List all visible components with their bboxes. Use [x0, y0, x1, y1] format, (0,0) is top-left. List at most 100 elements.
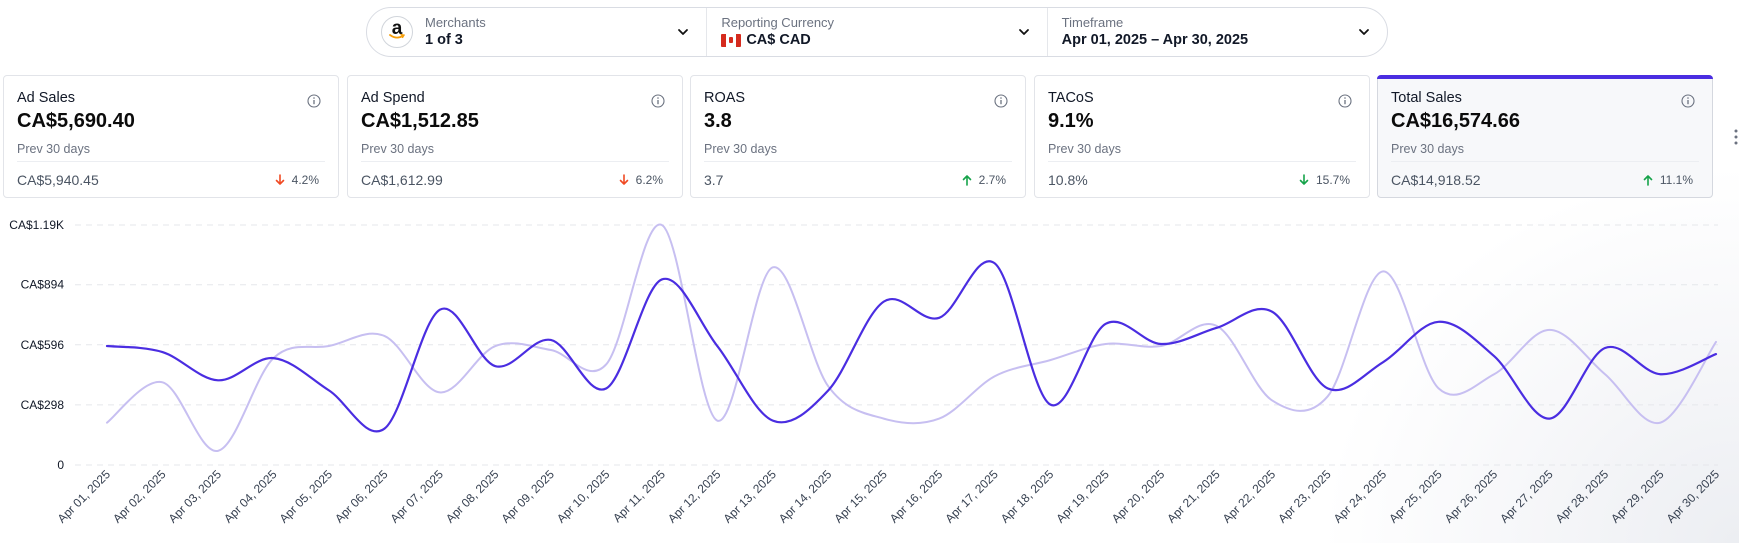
data-point[interactable] [492, 363, 498, 369]
data-point[interactable] [936, 315, 942, 321]
data-point[interactable] [1103, 321, 1109, 327]
kpi-prev-label: Prev 30 days [1048, 142, 1121, 156]
data-point[interactable] [381, 426, 387, 432]
data-point[interactable] [1491, 353, 1497, 359]
canada-flag-icon [721, 34, 742, 48]
kpi-prev-label: Prev 30 days [704, 142, 777, 156]
kpi-card-tacos[interactable]: TACoS 9.1% Prev 30 days 10.8% 15.7% [1034, 75, 1370, 198]
data-point[interactable] [159, 349, 165, 355]
kpi-change: 15.7% [1298, 173, 1350, 187]
data-point[interactable] [881, 416, 887, 422]
y-tick-label: CA$1.19K [9, 218, 64, 232]
data-point[interactable] [992, 260, 998, 266]
data-point[interactable] [326, 343, 332, 349]
data-point[interactable] [1713, 339, 1719, 345]
data-point[interactable] [104, 420, 110, 426]
merchants-filter[interactable]: a Merchants 1 of 3 [367, 8, 706, 56]
x-tick-label: Apr 28, 2025 [1553, 467, 1612, 526]
kpi-card-ad-spend[interactable]: Ad Spend CA$1,512.85 Prev 30 days CA$1,612.… [347, 75, 683, 198]
data-point[interactable] [1103, 341, 1109, 347]
info-icon[interactable] [651, 94, 665, 108]
info-icon[interactable] [307, 94, 321, 108]
data-point[interactable] [1602, 345, 1608, 351]
x-tick-label: Apr 02, 2025 [110, 467, 169, 526]
data-point[interactable] [437, 307, 443, 313]
data-point[interactable] [548, 337, 554, 343]
data-point[interactable] [1380, 268, 1386, 274]
chevron-down-icon[interactable] [676, 25, 690, 39]
data-point[interactable] [1713, 351, 1719, 357]
kpi-prev-value: 10.8% [1048, 172, 1088, 188]
timeframe-label: Timeframe [1061, 14, 1124, 30]
data-point[interactable] [1214, 325, 1220, 331]
x-tick-label: Apr 13, 2025 [720, 467, 779, 526]
kpi-prev-label: Prev 30 days [361, 142, 434, 156]
x-tick-label: Apr 06, 2025 [332, 467, 391, 526]
kpi-title: Ad Sales [17, 90, 76, 106]
data-point[interactable] [1269, 309, 1275, 315]
data-point[interactable] [1047, 357, 1053, 363]
data-point[interactable] [603, 361, 609, 367]
kpi-change-value: 15.7% [1315, 173, 1350, 187]
data-point[interactable] [1547, 327, 1553, 333]
data-point[interactable] [881, 299, 887, 305]
data-point[interactable] [603, 385, 609, 391]
x-tick-label: Apr 08, 2025 [443, 467, 502, 526]
data-point[interactable] [1602, 371, 1608, 377]
data-point[interactable] [714, 343, 720, 349]
data-point[interactable] [659, 222, 665, 228]
kpi-card-roas[interactable]: ROAS 3.8 Prev 30 days 3.7 2.7% [690, 75, 1026, 198]
merchants-value: 1 of 3 [425, 32, 463, 49]
data-point[interactable] [492, 343, 498, 349]
timeframe-filter[interactable]: Timeframe Apr 01, 2025 – Apr 30, 2025 [1046, 8, 1387, 56]
data-point[interactable] [992, 373, 998, 379]
info-icon[interactable] [994, 94, 1008, 108]
data-point[interactable] [1269, 397, 1275, 403]
info-icon[interactable] [1338, 94, 1352, 108]
data-point[interactable] [270, 355, 276, 361]
kpi-card-ad-sales[interactable]: Ad Sales CA$5,690.40 Prev 30 days CA$5,940.… [3, 75, 339, 198]
data-point[interactable] [770, 418, 776, 424]
data-point[interactable] [1158, 341, 1164, 347]
data-point[interactable] [1547, 416, 1553, 422]
data-point[interactable] [825, 387, 831, 393]
kpi-card-total-sales[interactable]: Total Sales CA$16,574.66 Prev 30 days CA$14… [1377, 75, 1713, 198]
chevron-down-icon[interactable] [1357, 25, 1371, 39]
currency-filter[interactable]: Reporting Currency CA$ CAD [706, 8, 1046, 56]
data-point[interactable] [936, 416, 942, 422]
data-point[interactable] [1325, 393, 1331, 399]
data-point[interactable] [326, 387, 332, 393]
data-point[interactable] [1325, 385, 1331, 391]
data-point[interactable] [1658, 371, 1664, 377]
x-tick-label: Apr 24, 2025 [1331, 467, 1390, 526]
info-icon[interactable] [1681, 94, 1695, 108]
data-point[interactable] [548, 347, 554, 353]
data-point[interactable] [215, 448, 221, 454]
data-point[interactable] [437, 389, 443, 395]
data-point[interactable] [104, 343, 110, 349]
chevron-down-icon[interactable] [1017, 25, 1031, 39]
data-point[interactable] [159, 379, 165, 385]
y-tick-label: CA$298 [21, 398, 65, 412]
kpi-title: ROAS [704, 90, 746, 106]
data-point[interactable] [714, 418, 720, 424]
x-tick-label: Apr 04, 2025 [221, 467, 280, 526]
data-point[interactable] [659, 276, 665, 282]
x-tick-label: Apr 16, 2025 [887, 467, 946, 526]
data-point[interactable] [1658, 420, 1664, 426]
data-point[interactable] [381, 333, 387, 339]
x-tick-label: Apr 09, 2025 [498, 467, 557, 526]
data-point[interactable] [215, 377, 221, 383]
more-options-icon[interactable] [1733, 128, 1739, 146]
kpi-change: 11.1% [1642, 173, 1693, 187]
data-point[interactable] [1380, 359, 1386, 365]
data-point[interactable] [1436, 385, 1442, 391]
data-point[interactable] [1491, 371, 1497, 377]
data-point[interactable] [770, 264, 776, 270]
kpi-title: TACoS [1048, 90, 1094, 106]
amazon-logo-icon: a [381, 16, 413, 48]
x-tick-label: Apr 01, 2025 [55, 467, 114, 526]
data-point[interactable] [1047, 401, 1053, 407]
kpi-change-value: 2.7% [978, 173, 1006, 187]
data-point[interactable] [1436, 319, 1442, 325]
